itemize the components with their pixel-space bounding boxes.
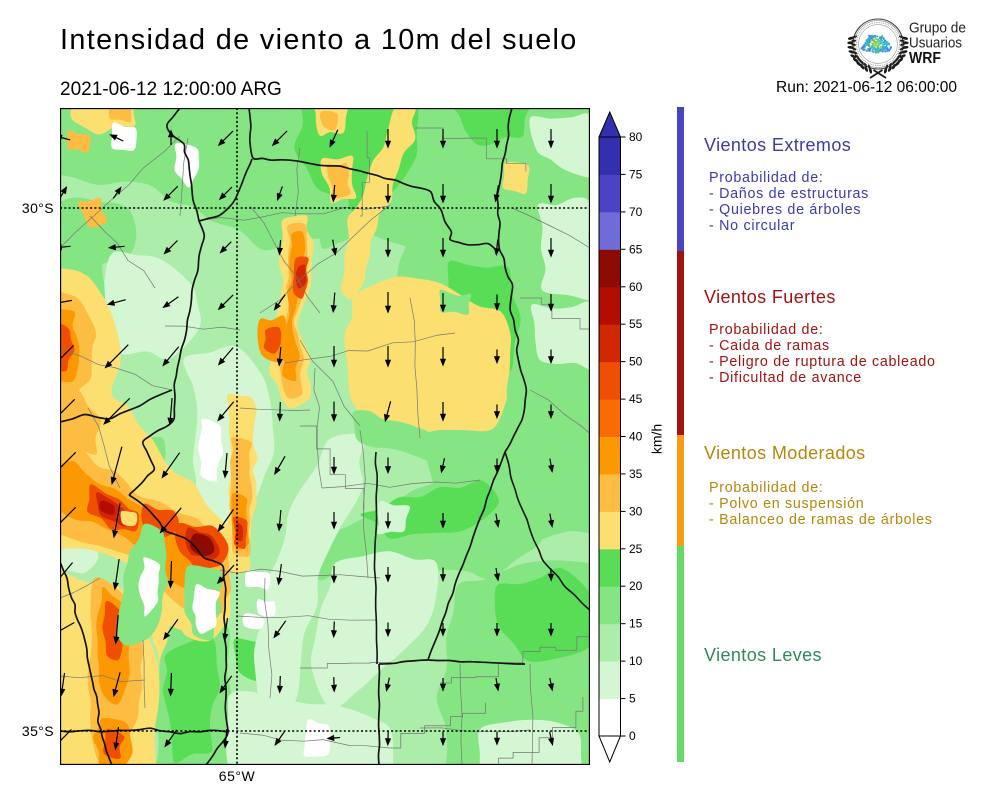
svg-text:Usuarios: Usuarios	[909, 35, 962, 52]
svg-text:35: 35	[629, 467, 643, 481]
svg-text:20: 20	[629, 579, 643, 593]
svg-text:km/h: km/h	[649, 424, 665, 454]
svg-text:60: 60	[629, 280, 643, 294]
svg-text:50: 50	[629, 355, 643, 369]
svg-text:45: 45	[629, 392, 643, 406]
svg-text:15: 15	[629, 617, 643, 631]
svg-text:25: 25	[629, 542, 643, 556]
svg-text:5: 5	[629, 692, 636, 706]
svg-text:70: 70	[629, 205, 643, 219]
svg-text:65: 65	[629, 242, 643, 256]
svg-text:40: 40	[629, 430, 643, 444]
svg-text:55: 55	[629, 317, 643, 331]
svg-text:10: 10	[629, 654, 643, 668]
svg-text:80: 80	[629, 130, 643, 144]
svg-text:30: 30	[629, 504, 643, 518]
svg-text:WRF: WRF	[909, 50, 941, 67]
svg-text:0: 0	[629, 729, 636, 743]
svg-text:75: 75	[629, 167, 643, 181]
svg-text:Grupo de: Grupo de	[909, 20, 966, 37]
